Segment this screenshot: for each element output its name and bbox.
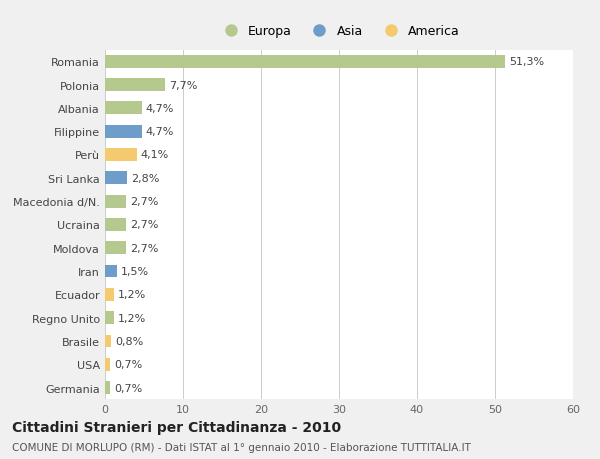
Bar <box>105 312 115 325</box>
Bar <box>105 381 110 394</box>
Bar <box>105 79 165 92</box>
Text: 2,7%: 2,7% <box>130 220 158 230</box>
Bar <box>105 102 142 115</box>
Text: 7,7%: 7,7% <box>169 80 197 90</box>
Legend: Europa, Asia, America: Europa, Asia, America <box>215 23 463 41</box>
Text: 2,7%: 2,7% <box>130 196 158 207</box>
Bar <box>105 242 126 255</box>
Bar <box>105 149 137 162</box>
Bar <box>105 195 126 208</box>
Text: 2,8%: 2,8% <box>131 174 159 184</box>
Text: 1,2%: 1,2% <box>118 290 146 300</box>
Text: 4,7%: 4,7% <box>146 127 174 137</box>
Bar <box>105 172 127 185</box>
Bar <box>105 218 126 231</box>
Bar <box>105 125 142 138</box>
Bar <box>105 56 505 68</box>
Text: 1,5%: 1,5% <box>121 266 149 276</box>
Bar <box>105 358 110 371</box>
Bar <box>105 265 116 278</box>
Bar <box>105 335 111 347</box>
Text: 0,7%: 0,7% <box>115 359 143 369</box>
Text: 1,2%: 1,2% <box>118 313 146 323</box>
Text: 51,3%: 51,3% <box>509 57 544 67</box>
Bar <box>105 288 115 301</box>
Text: 2,7%: 2,7% <box>130 243 158 253</box>
Text: COMUNE DI MORLUPO (RM) - Dati ISTAT al 1° gennaio 2010 - Elaborazione TUTTITALIA: COMUNE DI MORLUPO (RM) - Dati ISTAT al 1… <box>12 442 471 452</box>
Text: Cittadini Stranieri per Cittadinanza - 2010: Cittadini Stranieri per Cittadinanza - 2… <box>12 420 341 434</box>
Text: 4,1%: 4,1% <box>141 150 169 160</box>
Text: 0,8%: 0,8% <box>115 336 143 346</box>
Text: 4,7%: 4,7% <box>146 104 174 114</box>
Text: 0,7%: 0,7% <box>115 383 143 393</box>
